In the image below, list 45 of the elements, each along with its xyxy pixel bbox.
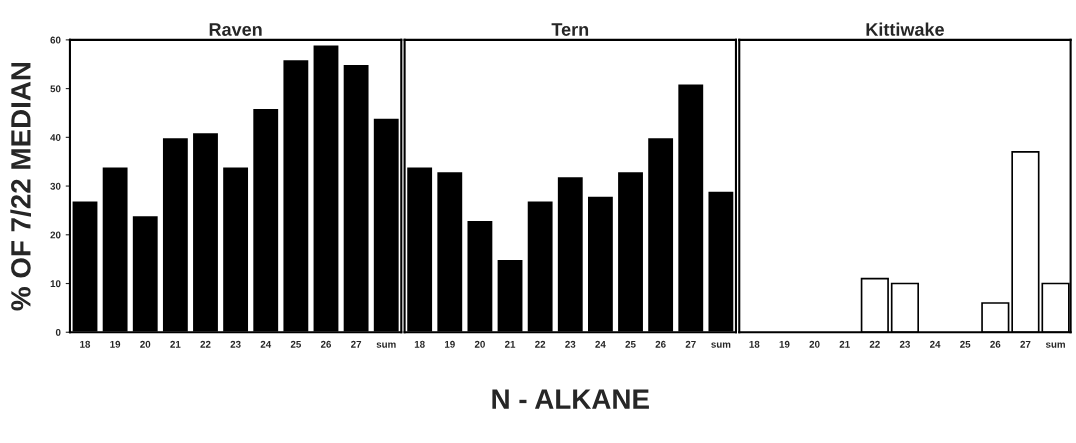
- x-tick-label: 26: [990, 340, 1001, 348]
- x-axis-title: N - ALKANE: [492, 389, 649, 409]
- x-tick-label: 23: [565, 340, 576, 348]
- x-tick-label: 18: [749, 340, 760, 348]
- x-tick-label: 25: [290, 340, 301, 348]
- x-tick-label: 21: [504, 340, 516, 348]
- x-tick-label: 19: [444, 340, 455, 348]
- x-tick-label: 22: [535, 340, 546, 348]
- x-tick-label: 18: [80, 340, 91, 348]
- x-tick-label: 26: [320, 340, 332, 348]
- x-tick-label: 25: [625, 340, 636, 348]
- chart-title: Raven: [209, 23, 262, 36]
- x-tick-label: sum: [1045, 342, 1065, 348]
- x-tick-label: 20: [140, 340, 151, 348]
- y-tick-label: 40: [50, 134, 61, 141]
- x-tick-label: 24: [260, 340, 272, 348]
- y-tick-label: 10: [50, 280, 61, 288]
- x-tick-label: 18: [414, 340, 425, 348]
- y-axis-title: % OF 7/22 MEDIAN: [10, 62, 31, 311]
- x-tick-label: 21: [170, 340, 181, 348]
- x-tick-label: 19: [110, 340, 121, 348]
- x-tick-label: 26: [655, 340, 666, 348]
- y-tick-label: 0: [55, 328, 61, 336]
- x-tick-label: 27: [1020, 340, 1031, 348]
- x-tick-label: 21: [839, 340, 850, 348]
- y-tick-label: 60: [50, 36, 61, 44]
- x-tick-label: sum: [376, 342, 396, 348]
- x-tick-label: 22: [869, 340, 880, 348]
- chart-title: Tern: [551, 23, 589, 36]
- x-tick-label: 27: [685, 340, 696, 348]
- x-tick-label: 23: [899, 340, 910, 348]
- x-tick-label: 19: [779, 340, 790, 348]
- x-tick-label: 27: [351, 340, 362, 348]
- x-tick-label: 24: [595, 340, 606, 348]
- x-tick-label: 20: [474, 340, 485, 348]
- y-tick-label: 20: [50, 231, 61, 239]
- x-tick-label: 20: [809, 340, 820, 348]
- x-tick-label: 23: [230, 340, 241, 348]
- y-tick-label: 30: [50, 182, 61, 190]
- y-tick-label: 50: [50, 85, 61, 93]
- x-tick-label: 22: [200, 340, 211, 348]
- chart-title: Kittiwake: [866, 22, 944, 36]
- x-tick-label: sum: [711, 342, 731, 348]
- x-tick-label: 25: [960, 340, 971, 348]
- x-tick-label: 24: [930, 340, 941, 348]
